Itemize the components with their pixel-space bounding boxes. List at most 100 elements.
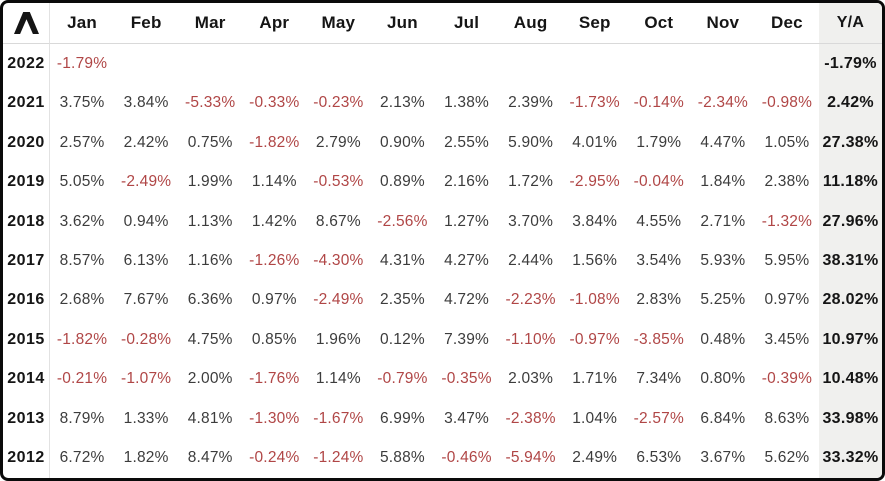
month-value-cell: 5.95% [764,251,810,269]
month-value-cell: -1.82% [56,330,108,348]
year-label-2021: 2021 [3,83,50,123]
month-value-cell: 8.47% [187,449,233,467]
month-value-cell: 4.75% [187,330,233,348]
month-value-cell [178,44,242,83]
month-value-cell: 0.89% [379,173,425,191]
month-value-cell: -1.24% [313,449,364,467]
year-average-cell: 27.96% [819,201,882,242]
month-value-cell: -0.46% [441,449,492,467]
month-value-cell: -1.30% [249,409,300,427]
column-header-nov: Nov [690,3,755,44]
month-value-cell: -0.14% [633,94,684,112]
month-value-cell: -1.26% [249,251,300,269]
month-value-cell: 2.39% [508,94,554,112]
column-header-ya: Y/A [819,3,882,44]
month-value-cell: -1.08% [569,291,620,309]
year-average-cell: 33.98% [819,399,882,439]
month-value-cell: 1.14% [251,173,297,191]
month-value-cell: 2.35% [379,291,425,309]
month-value-cell: 6.72% [59,449,105,467]
column-header-apr: Apr [242,3,307,44]
month-value-cell: -0.53% [313,173,364,191]
month-value-cell: -0.98% [761,94,813,112]
column-header-jun: Jun [370,3,435,44]
month-value-cell: 2.00% [187,370,233,388]
year-label-2016: 2016 [3,280,50,321]
month-value-cell: 3.62% [59,212,105,230]
month-value-cell: 5.25% [700,291,746,309]
month-value-cell: 3.47% [444,409,490,427]
month-value-cell: -1.82% [249,133,300,151]
month-value-cell: 1.13% [187,212,233,230]
month-value-cell: 4.01% [572,133,618,151]
month-value-cell: 1.04% [572,409,618,427]
month-value-cell: 6.53% [636,449,682,467]
month-value-cell [755,44,819,83]
column-header-may: May [306,3,371,44]
year-label-2013: 2013 [3,399,50,439]
month-value-cell: 1.27% [444,212,490,230]
year-label-2017: 2017 [3,241,50,281]
month-value-cell: -1.32% [761,212,813,230]
month-value-cell: -0.28% [120,330,172,348]
year-average-cell: 11.18% [819,162,882,202]
month-value-cell: 7.34% [636,370,682,388]
month-value-cell: 4.81% [187,409,233,427]
year-average-cell: -1.79% [819,44,882,84]
month-value-cell: 0.75% [187,133,233,151]
month-value-cell: 2.03% [508,370,554,388]
column-header-mar: Mar [178,3,243,44]
month-value-cell: -1.10% [505,330,556,348]
month-value-cell: 4.47% [700,133,746,151]
month-value-cell: 2.68% [59,291,105,309]
month-value-cell: 1.96% [315,330,361,348]
month-value-cell: -0.04% [633,173,684,191]
month-value-cell: -2.49% [313,291,364,309]
month-value-cell: 0.97% [251,291,297,309]
month-value-cell: 1.79% [636,133,682,151]
column-header-oct: Oct [626,3,691,44]
year-label-2022: 2022 [3,44,50,84]
month-value-cell: 2.49% [572,449,618,467]
month-value-cell: 2.42% [123,133,169,151]
month-value-cell: 1.14% [315,370,361,388]
month-value-cell [114,44,178,83]
month-value-cell: 1.99% [187,173,233,191]
month-value-cell: 1.56% [572,251,618,269]
month-value-cell: 8.67% [315,212,361,230]
month-value-cell: 6.36% [187,291,233,309]
month-value-cell: 2.57% [59,133,105,151]
month-value-cell: 6.13% [123,251,169,269]
month-value-cell [242,44,306,83]
month-value-cell: 0.80% [700,370,746,388]
month-value-cell: -0.23% [313,94,364,112]
month-value-cell: 1.71% [572,370,618,388]
year-average-cell: 2.42% [819,83,882,123]
month-value-cell: 5.88% [379,449,425,467]
column-header-jan: Jan [50,3,115,44]
month-value-cell: -1.76% [249,370,300,388]
month-value-cell: 1.33% [123,409,169,427]
month-value-cell: 0.48% [700,330,746,348]
year-label-2020: 2020 [3,122,50,163]
year-average-cell: 38.31% [819,241,882,281]
month-value-cell: 0.90% [379,133,425,151]
month-value-cell [306,44,370,83]
month-value-cell: 1.82% [123,449,169,467]
year-label-2014: 2014 [3,359,50,400]
year-average-cell: 10.48% [819,359,882,400]
month-value-cell: 4.55% [636,212,682,230]
column-header-jul: Jul [434,3,499,44]
month-value-cell: 1.84% [700,173,746,191]
month-value-cell: 7.39% [444,330,490,348]
month-value-cell: 3.45% [764,330,810,348]
month-value-cell: 6.84% [700,409,746,427]
year-average-cell: 28.02% [819,280,882,321]
month-value-cell: -5.94% [505,449,556,467]
month-value-cell: 8.79% [59,409,105,427]
month-value-cell [563,44,627,83]
month-value-cell: 5.05% [59,173,105,191]
month-value-cell: 3.54% [636,251,682,269]
month-value-cell: 0.12% [379,330,425,348]
